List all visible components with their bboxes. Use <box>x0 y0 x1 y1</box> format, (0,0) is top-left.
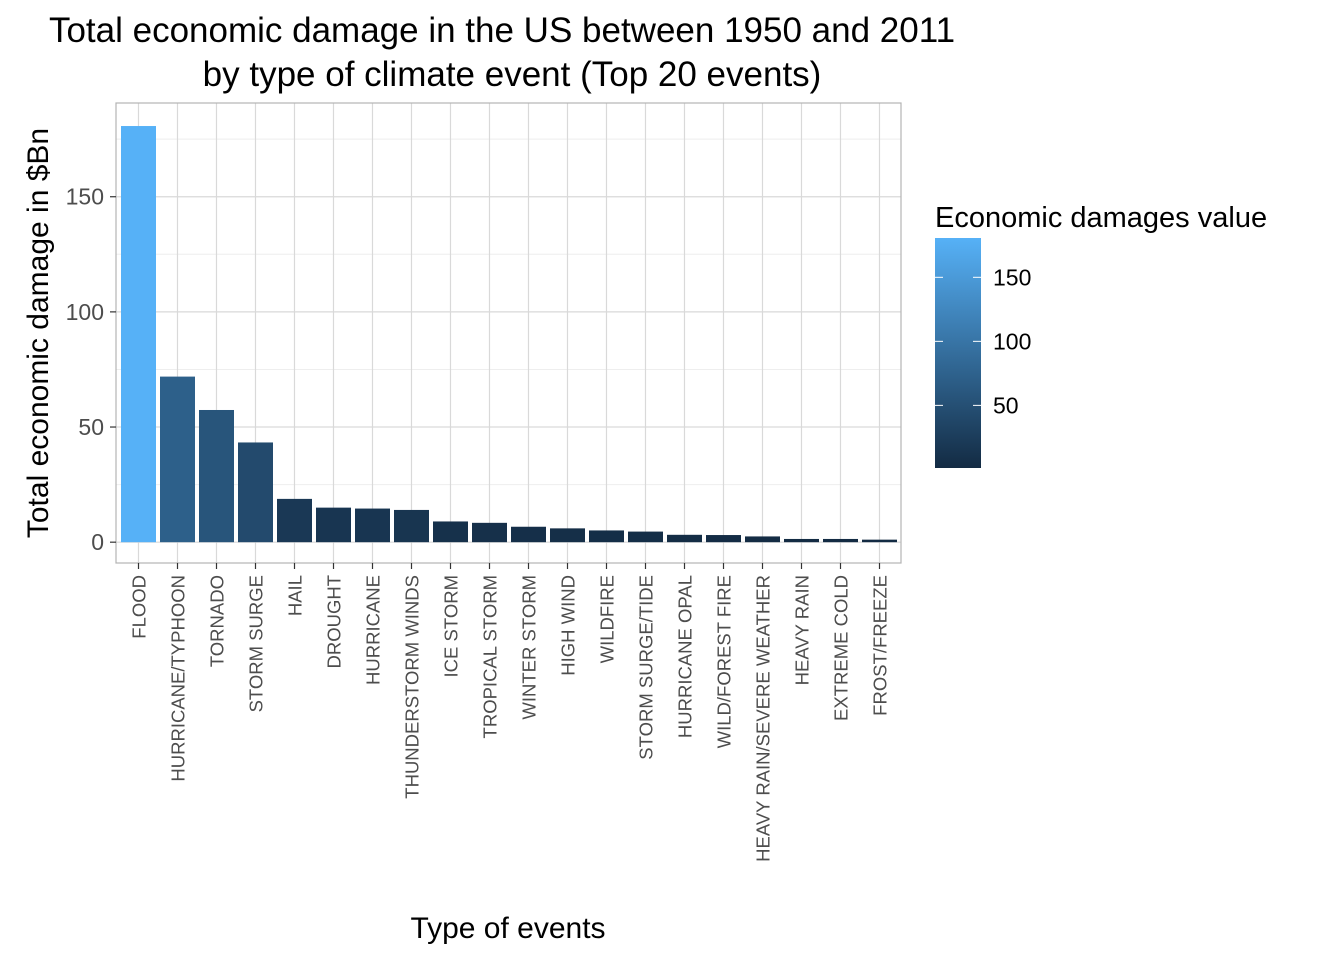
bar <box>277 498 312 543</box>
x-tick-label: HURRICANE OPAL <box>675 575 696 738</box>
panel-border <box>115 102 902 564</box>
bar <box>199 409 234 543</box>
x-axis-label: Type of events <box>410 912 605 945</box>
x-tick-label: WINTER STORM <box>519 575 540 720</box>
bar <box>316 507 351 543</box>
bar <box>238 442 273 543</box>
legend-tick-label: 100 <box>993 328 1031 354</box>
x-tick-label: WILDFIRE <box>597 575 618 663</box>
x-tick-label: ICE STORM <box>441 575 462 677</box>
chart-title: Total economic damage in the US between … <box>49 11 955 50</box>
x-tick-label: HAIL <box>285 575 306 616</box>
bar <box>745 536 780 543</box>
bar <box>394 509 429 543</box>
bar <box>121 126 156 543</box>
y-tick-label: 50 <box>78 414 104 440</box>
legend: Economic damages value 50 100 150 <box>935 202 1267 468</box>
bar <box>589 530 624 543</box>
bar <box>550 528 585 543</box>
bar <box>472 522 507 543</box>
chart-subtitle: by type of climate event (Top 20 events) <box>203 55 822 94</box>
grid-lines <box>116 103 901 563</box>
y-axis-label: Total economic damage in $Bn <box>22 128 55 538</box>
bar <box>433 521 468 543</box>
x-tick-label: STORM SURGE/TIDE <box>636 575 657 760</box>
y-tick-label: 0 <box>91 529 104 555</box>
bar <box>160 376 195 543</box>
bar <box>823 538 858 543</box>
x-tick-label: DROUGHT <box>324 575 345 669</box>
x-tick-label: FLOOD <box>129 575 150 639</box>
y-tick-label: 150 <box>66 184 104 210</box>
bar <box>667 534 702 543</box>
legend-colorbar <box>935 238 981 468</box>
x-tick-label: HURRICANE <box>363 575 384 685</box>
legend-tick-label: 150 <box>993 264 1031 290</box>
x-tick-label: EXTREME COLD <box>831 575 852 721</box>
y-axis-ticks: 0 50 100 150 <box>66 184 116 555</box>
x-tick-label: HIGH WIND <box>558 575 579 676</box>
x-tick-label: HEAVY RAIN <box>792 575 813 685</box>
y-tick-label: 100 <box>66 299 104 325</box>
bars <box>121 126 897 543</box>
bar <box>784 538 819 543</box>
x-tick-label: HEAVY RAIN/SEVERE WEATHER <box>753 575 774 862</box>
x-tick-label: TROPICAL STORM <box>480 575 501 738</box>
bar <box>862 539 897 543</box>
x-axis-ticks: FLOOD HURRICANE/TYPHOON TORNADO STORM SURGE… <box>129 563 891 862</box>
legend-ticks: 50 100 150 <box>935 264 1031 418</box>
x-tick-label: TORNADO <box>207 575 228 667</box>
x-tick-label: STORM SURGE <box>246 575 267 712</box>
bar <box>628 531 663 543</box>
bar <box>706 535 741 543</box>
x-tick-label: THUNDERSTORM WINDS <box>402 575 423 799</box>
legend-tick-label: 50 <box>993 392 1019 418</box>
bar <box>355 508 390 543</box>
x-tick-label: WILD/FOREST FIRE <box>714 575 735 748</box>
bar <box>511 526 546 543</box>
x-tick-label: HURRICANE/TYPHOON <box>168 575 189 782</box>
x-tick-label: FROST/FREEZE <box>870 575 891 716</box>
legend-title: Economic damages value <box>935 202 1267 234</box>
